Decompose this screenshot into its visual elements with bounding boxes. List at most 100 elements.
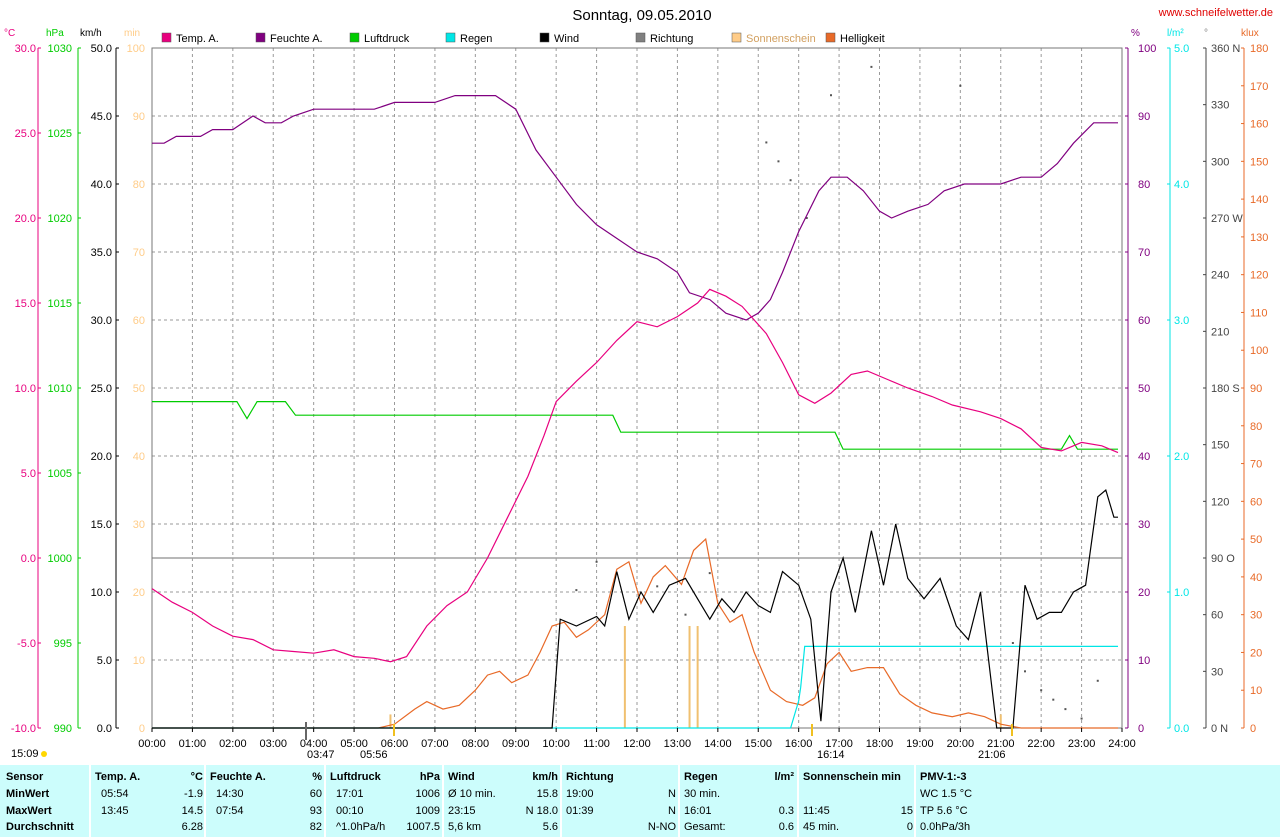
x-tick-label: 24:00 — [1108, 738, 1136, 750]
stats-column: Wind km/h Ø 10 min. 15.8 23:15 N 18.0 5,6 km 5.… — [448, 765, 558, 837]
axis-tick-label: 15.0 — [15, 298, 36, 310]
stats-value: 60 — [309, 788, 322, 800]
legend-label: Helligkeit — [840, 33, 885, 45]
stats-value: -1.9 — [184, 788, 203, 800]
direction-point — [765, 141, 768, 144]
axis-tick-label: 50 — [133, 383, 145, 395]
axis-tick-label: 360 N — [1211, 43, 1240, 55]
axis-tick-label: 70 — [133, 247, 145, 259]
direction-point — [1011, 642, 1014, 644]
axis-tick-label: 20 — [1138, 587, 1150, 599]
stats-time: Gesamt: — [684, 821, 726, 833]
direction-point — [575, 589, 578, 592]
chart-legend: Temp. A. Feuchte A. Luftdruck Regen Wind Rich… — [161, 32, 885, 45]
axis-tick-label: 50 — [1138, 383, 1150, 395]
axis-tick-label: 1005 — [48, 468, 72, 480]
x-tick-label: 21:00 — [987, 738, 1015, 750]
legend-swatch — [445, 32, 456, 43]
axis-tick-label: 210 — [1211, 326, 1229, 338]
stats-header: Luftdruck — [330, 771, 381, 783]
x-tick-label: 13:00 — [664, 738, 692, 750]
x-tick-label: 20:00 — [947, 738, 975, 750]
chart-title: Sonntag, 09.05.2010 — [572, 7, 711, 24]
axis-tick-label: 170 — [1250, 81, 1268, 93]
stats-value: N 18.0 — [525, 805, 558, 817]
axis-tick-label: 0.0 — [1174, 723, 1189, 735]
axis-tick-label: 100 — [1250, 345, 1268, 357]
stats-column: Richtung 19:00 N 01:39 N N-NO — [566, 765, 676, 837]
x-tick-label: 09:00 — [502, 738, 530, 750]
legend-swatch — [731, 32, 742, 43]
axis-unit-label: l/m² — [1167, 28, 1184, 39]
axis-tick-label: 150 — [1211, 440, 1229, 452]
x-tick-label: 00:00 — [138, 738, 166, 750]
direction-point — [805, 217, 808, 219]
axis-tick-label: 2.0 — [1174, 451, 1189, 463]
axis-tick-label: 1.0 — [1174, 587, 1189, 599]
axis-tick-label: 30 — [1211, 666, 1223, 678]
x-tick-label: 02:00 — [219, 738, 247, 750]
wind-line — [152, 488, 1118, 729]
direction-point — [1024, 670, 1026, 673]
stats-header: Regen — [684, 771, 718, 783]
legend-label: Temp. A. — [176, 33, 219, 45]
axis-tick-label: 5.0 — [1174, 43, 1189, 55]
stats-time: 07:54 — [216, 805, 244, 817]
stats-header: Sonnenschein min — [803, 771, 901, 783]
x-tick-label: 06:00 — [381, 738, 409, 750]
stats-time: 13:45 — [101, 805, 129, 817]
axis-tick-label: 180 S — [1211, 383, 1240, 395]
axis-tick-label: 30.0 — [91, 315, 112, 327]
stats-time: ^1.0hPa/h — [336, 821, 386, 833]
stats-value: 0 — [906, 821, 913, 833]
axis-tick-label: 10.0 — [91, 587, 112, 599]
axis-tick-label: 1010 — [48, 383, 72, 395]
axis-tick-label: 45.0 — [91, 111, 112, 123]
sun-icon — [41, 751, 47, 757]
axis-tick-label: 90 — [1250, 383, 1262, 395]
sun-event-time: 16:14 — [817, 749, 845, 761]
stats-time: 45 min. — [803, 821, 840, 833]
x-tick-label: 05:00 — [340, 738, 368, 750]
legend-swatch — [255, 32, 266, 43]
sun-event-time: 03:47 — [307, 749, 335, 761]
stats-header: Temp. A. — [95, 771, 141, 783]
pressure-line — [152, 401, 1118, 450]
axis-tick-label: 60 — [1138, 315, 1150, 327]
axis-unit-label: min — [124, 28, 140, 39]
stats-time: 19:00 — [566, 788, 594, 800]
axis-tick-label: 5.0 — [97, 655, 112, 667]
stats-separator — [204, 765, 206, 837]
axis-tick-label: 40.0 — [91, 179, 112, 191]
stats-value: 15.8 — [536, 788, 558, 800]
legend-swatch — [349, 32, 360, 43]
axis-tick-label: 1025 — [48, 128, 72, 140]
axis-tick-label: 1015 — [48, 298, 72, 310]
x-tick-label: 11:00 — [583, 738, 610, 750]
direction-point — [1096, 679, 1099, 682]
stats-header: Richtung — [566, 771, 614, 783]
axis-tick-label: 0.0 — [21, 553, 36, 565]
axis-tick-label: 10 — [1138, 655, 1150, 667]
direction-point — [777, 160, 780, 163]
axis-tick-label: 20 — [133, 587, 145, 599]
sun-event-time: 21:06 — [978, 749, 1006, 761]
axis-ticks: 30.025.020.015.010.05.00.0-5.0-10.010301… — [11, 43, 1268, 735]
stats-value: 0.0hPa/3h — [920, 821, 971, 833]
stats-time: 16:01 — [684, 805, 712, 817]
stats-value: 6.28 — [181, 821, 203, 833]
direction-point — [656, 585, 659, 588]
axis-tick-label: 5.0 — [21, 468, 36, 480]
axis-tick-label: 25.0 — [15, 128, 36, 140]
stats-separator — [442, 765, 444, 837]
x-tick-label: 23:00 — [1068, 738, 1096, 750]
axis-tick-label: 20 — [1250, 647, 1262, 659]
weather-chart: Sonntag, 09.05.2010 www.schneifelwetter.… — [4, 7, 1273, 761]
axis-tick-label: 140 — [1250, 194, 1268, 206]
stats-unit: l/m² — [774, 771, 794, 783]
direction-point — [789, 179, 792, 182]
legend-swatch — [161, 32, 172, 43]
stats-separator — [797, 765, 799, 837]
axis-tick-label: 30 — [133, 519, 145, 531]
axis-tick-label: 40 — [133, 451, 145, 463]
